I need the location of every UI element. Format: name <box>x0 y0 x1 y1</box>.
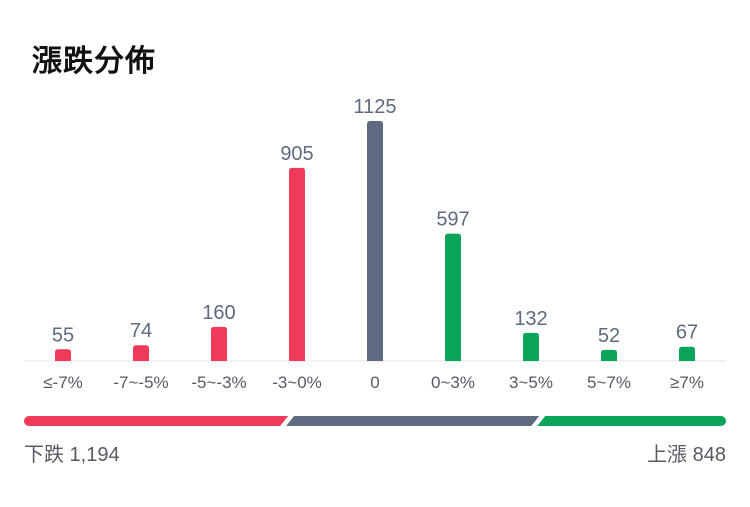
bar-value-label: 55 <box>52 324 74 346</box>
x-tick-label: -7~-5% <box>113 373 168 392</box>
ratio-segment-down <box>24 416 289 426</box>
bar-6[interactable] <box>523 332 539 361</box>
chart-title: 漲跌分佈 <box>32 45 156 78</box>
x-tick-labels-group: ≤-7% -7~-5% -5~-3% -3~0% 0 0~3% 3~5% 5~7% ≥7% <box>43 373 704 392</box>
bar-3[interactable] <box>289 167 305 361</box>
x-tick-label: 0 <box>370 373 379 392</box>
bar-value-label: 132 <box>514 308 547 330</box>
distribution-chart: 55 74 160 905 1125 597 132 52 67 ≤-7% -7~-5% -5~-3… <box>24 96 726 392</box>
x-tick-label: 0~3% <box>431 373 475 392</box>
bar-5[interactable] <box>445 233 461 361</box>
bar-value-label: 74 <box>130 320 152 342</box>
bars-group <box>55 121 695 361</box>
bar-4[interactable] <box>367 121 383 361</box>
ratio-segment-flat <box>286 416 540 426</box>
x-tick-label: ≤-7% <box>43 373 83 392</box>
x-tick-label: ≥7% <box>670 373 704 392</box>
x-tick-label: 3~5% <box>509 373 553 392</box>
bar-2[interactable] <box>211 326 227 361</box>
decline-summary: 下跌 1,194 <box>24 444 120 466</box>
bar-value-label: 52 <box>598 325 620 347</box>
advance-summary: 上漲 848 <box>647 444 726 466</box>
bar-7[interactable] <box>601 349 617 361</box>
x-tick-label: -5~-3% <box>191 373 246 392</box>
bar-8[interactable] <box>679 346 695 361</box>
x-tick-label: 5~7% <box>587 373 631 392</box>
bar-1[interactable] <box>133 345 149 361</box>
bar-value-label: 160 <box>202 302 235 324</box>
bar-value-label: 905 <box>280 143 313 165</box>
ratio-segment-up <box>537 416 726 426</box>
x-tick-label: -3~0% <box>272 373 322 392</box>
bar-value-label: 67 <box>676 322 698 344</box>
bar-0[interactable] <box>55 349 71 361</box>
value-labels-group: 55 74 160 905 1125 597 132 52 67 <box>52 96 698 347</box>
up-down-ratio-bar <box>24 416 726 426</box>
bar-value-label: 1125 <box>353 96 396 118</box>
bar-value-label: 597 <box>436 209 469 231</box>
